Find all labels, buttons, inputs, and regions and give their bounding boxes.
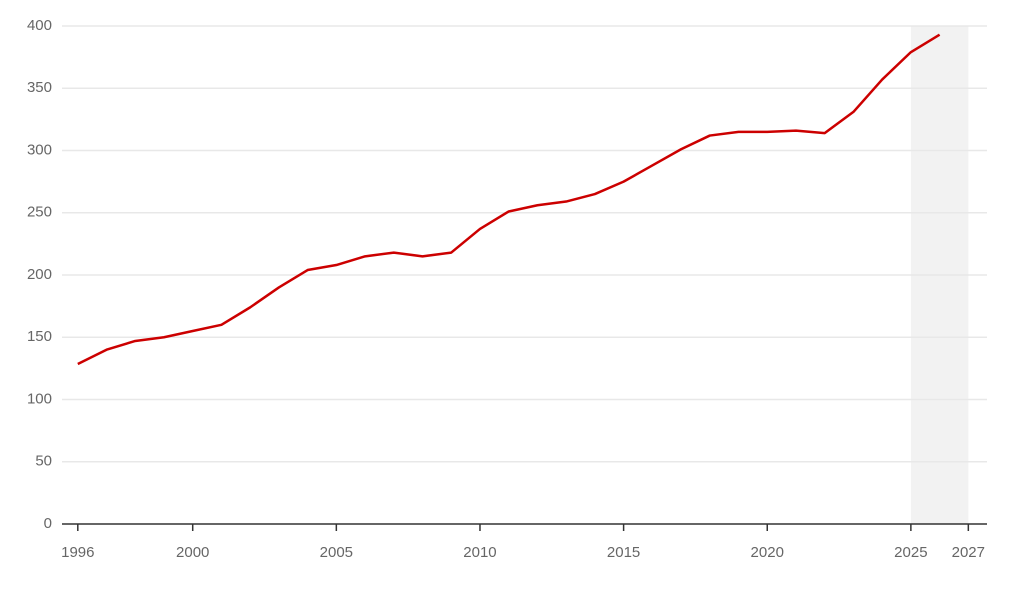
x-tick-label: 2000 [176,544,209,561]
x-tick-label: 2010 [463,544,496,561]
y-tick-label: 250 [27,204,52,221]
x-tick-label: 2020 [751,544,784,561]
x-tick-label: 1996 [61,544,94,561]
y-tick-label: 400 [27,17,52,34]
x-tick-label: 2025 [894,544,927,561]
x-tick-label: 2005 [320,544,353,561]
y-tick-label: 200 [27,266,52,283]
x-tick-label: 2015 [607,544,640,561]
x-tick-label: 2027 [952,544,985,561]
y-tick-label: 50 [35,453,52,470]
line [77,33,941,366]
y-tick-label: 100 [27,390,52,407]
y-tick-label: 350 [27,79,52,96]
y-tick-label: 0 [44,515,52,532]
y-tick-label: 300 [27,141,52,158]
y-tick-label: 150 [27,328,52,345]
